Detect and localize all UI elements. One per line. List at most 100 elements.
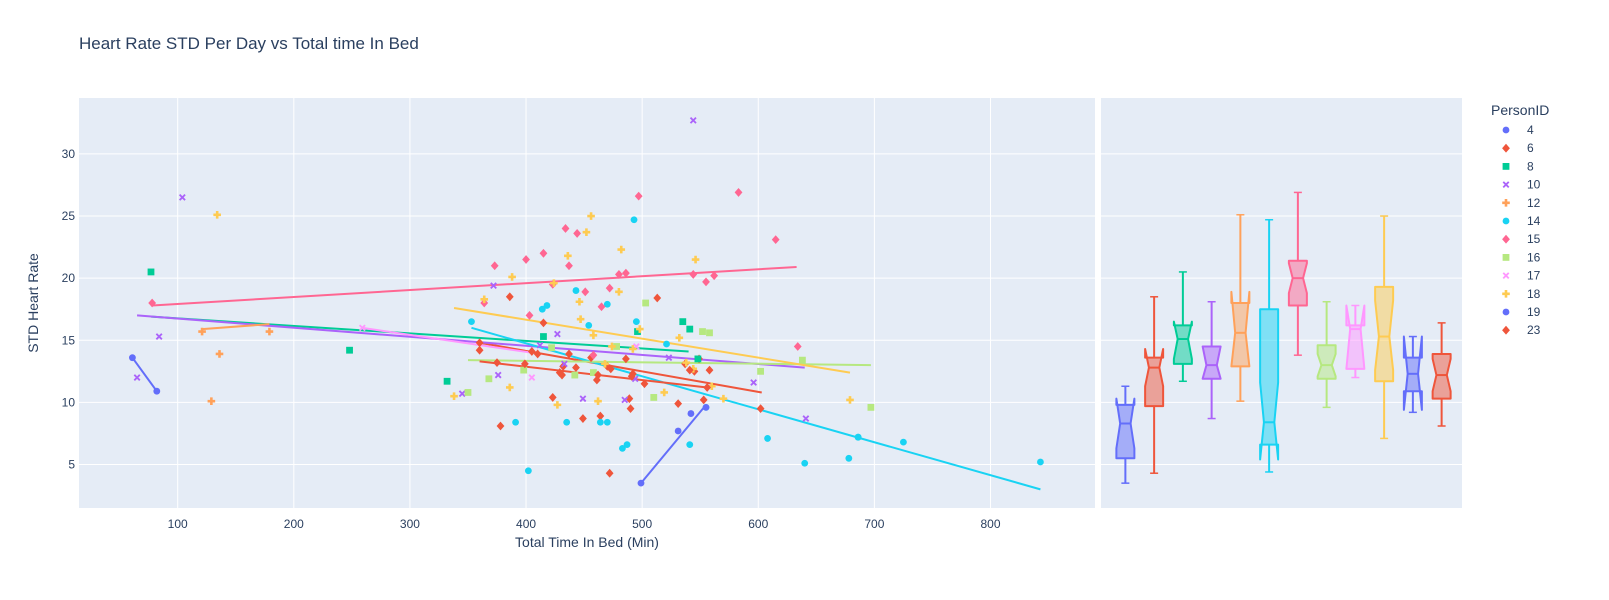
x-tick-label: 100 — [168, 517, 188, 531]
x-tick-label: 500 — [632, 517, 652, 531]
legend-label-12: 12 — [1527, 196, 1541, 210]
point-18 — [636, 325, 644, 333]
point-10 — [178, 193, 186, 201]
legend-label-19: 19 — [1527, 305, 1541, 319]
point-19 — [637, 479, 645, 487]
point-16 — [485, 375, 493, 383]
point-6 — [475, 338, 484, 348]
x-tick-label: 400 — [516, 517, 536, 531]
trendline-10 — [136, 314, 805, 369]
point-15 — [771, 235, 780, 245]
point-10 — [560, 360, 568, 368]
point-14 — [468, 318, 475, 326]
point-10 — [536, 341, 544, 349]
data-points — [129, 116, 1044, 487]
point-18 — [213, 210, 221, 219]
point-15 — [793, 342, 802, 351]
point-16 — [757, 367, 764, 375]
point-10 — [665, 354, 673, 362]
point-6 — [705, 365, 714, 375]
point-6 — [674, 399, 683, 409]
box-6 — [1144, 347, 1165, 408]
point-10 — [579, 395, 587, 403]
point-15 — [565, 261, 573, 271]
point-19 — [687, 410, 695, 417]
point-16 — [798, 356, 806, 364]
point-10 — [458, 390, 466, 398]
point-6 — [548, 393, 557, 402]
point-18 — [660, 388, 669, 397]
box-10 — [1201, 345, 1222, 380]
legend-label-15: 15 — [1527, 232, 1541, 246]
point-18 — [719, 394, 728, 403]
y-axis-title: STD Heart Rate — [25, 253, 41, 353]
point-18 — [708, 382, 716, 391]
point-15 — [689, 270, 698, 279]
point-16 — [642, 299, 650, 307]
point-12 — [207, 397, 216, 405]
point-10 — [621, 396, 629, 404]
point-18 — [587, 212, 595, 220]
point-14 — [854, 433, 862, 441]
point-15 — [621, 268, 630, 278]
legend-symbol-19 — [1502, 308, 1510, 316]
point-6 — [596, 411, 605, 421]
point-8 — [443, 377, 451, 385]
point-6 — [699, 395, 708, 405]
legend-label-18: 18 — [1527, 287, 1541, 301]
point-6 — [626, 404, 635, 414]
y-tick-label: 10 — [62, 395, 76, 409]
legend-label-8: 8 — [1527, 159, 1534, 173]
legend-label-4: 4 — [1527, 123, 1534, 137]
point-10 — [490, 282, 497, 290]
point-15 — [573, 229, 582, 238]
legend-label-14: 14 — [1527, 214, 1541, 228]
point-15 — [710, 271, 719, 281]
point-6 — [579, 414, 587, 423]
point-15 — [702, 277, 710, 287]
point-18 — [564, 251, 572, 260]
point-6 — [527, 347, 536, 356]
box-8 — [1172, 320, 1193, 365]
legend-symbol-14 — [1502, 217, 1510, 225]
point-14 — [596, 418, 604, 426]
point-8 — [634, 328, 641, 335]
point-23 — [606, 364, 615, 374]
box-plots — [1115, 191, 1452, 484]
point-16 — [706, 329, 713, 337]
point-16 — [548, 344, 555, 352]
point-8 — [694, 355, 702, 363]
legend-title: PersonID — [1491, 102, 1549, 118]
point-15 — [522, 255, 530, 264]
box-17 — [1345, 304, 1366, 370]
legend-symbol-23 — [1502, 325, 1510, 335]
point-14 — [630, 216, 638, 224]
point-23 — [520, 359, 529, 369]
point-6 — [572, 363, 580, 373]
point-18 — [846, 396, 854, 404]
x-tick-label: 700 — [864, 517, 884, 531]
point-14 — [572, 287, 580, 294]
point-14 — [563, 418, 571, 426]
point-6 — [625, 394, 634, 404]
point-15 — [539, 248, 548, 258]
point-18 — [629, 345, 637, 353]
point-14 — [619, 444, 626, 452]
point-12 — [265, 327, 274, 336]
point-18 — [553, 401, 562, 409]
point-10 — [689, 116, 697, 124]
x-tick-label: 200 — [284, 517, 304, 531]
legend-symbol-10 — [1502, 181, 1510, 188]
point-18 — [594, 397, 602, 405]
box-23 — [1431, 352, 1452, 400]
point-15 — [605, 283, 614, 293]
trendline-17 — [362, 326, 532, 354]
point-8 — [686, 325, 694, 333]
y-tick-label: 20 — [62, 271, 76, 285]
point-14 — [1037, 458, 1044, 466]
point-14 — [585, 321, 593, 329]
point-16 — [589, 369, 597, 376]
point-6 — [640, 379, 649, 389]
point-12 — [198, 327, 206, 336]
point-18 — [689, 365, 698, 373]
